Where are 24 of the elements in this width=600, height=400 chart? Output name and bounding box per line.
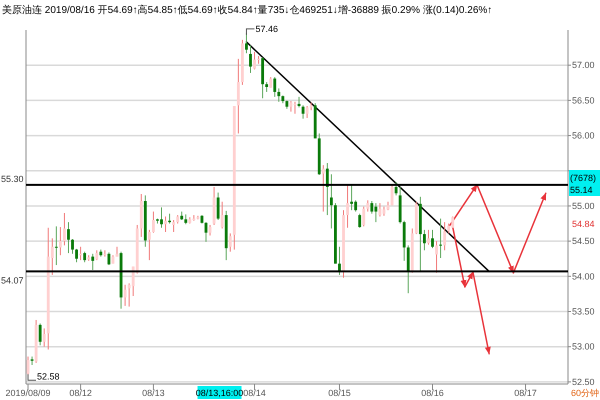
annotation: 57.46 (255, 24, 278, 34)
y-tick-label: 57.00 (572, 60, 595, 70)
x-tick-label: 08/17 (514, 388, 537, 398)
y-tick-label: 53.00 (572, 342, 595, 352)
x-tick-label: 08/14 (243, 388, 266, 398)
x-tick-label: 08/12 (69, 388, 92, 398)
y-tick-label: 53.50 (572, 306, 595, 317)
x-tick-label: 2019/08/09 (6, 388, 51, 398)
y-tick-label: 54.00 (572, 271, 595, 282)
y-tick-label: 55.00 (572, 200, 595, 211)
x-tick-label: 08/16 (421, 388, 444, 398)
text: 54.84 (572, 219, 595, 230)
text: (7678) 55.14 (570, 173, 596, 195)
ref-line-label: 55.30 (1, 174, 24, 184)
ref-line-label: 54.07 (1, 275, 24, 286)
y-tick-label: 54.50 (572, 236, 595, 246)
y-tick-label: 56.00 (572, 130, 595, 141)
text: 60分钟 (571, 388, 600, 398)
x-tick-label: 08/15 (328, 388, 351, 398)
y-tick-label: 56.50 (572, 95, 595, 106)
y-tick-label: 52.50 (572, 376, 595, 387)
chart-title: 美原油连 2019/08/16 开54.69↑高54.85↑低54.69↑收54.84↑量735↓仓469251↓增-36889 振0.29% 涨(0.14)0.26%↑ (2, 4, 492, 16)
x-tick-label: 08/13 (142, 388, 165, 398)
annotation: 52.58 (37, 371, 60, 382)
